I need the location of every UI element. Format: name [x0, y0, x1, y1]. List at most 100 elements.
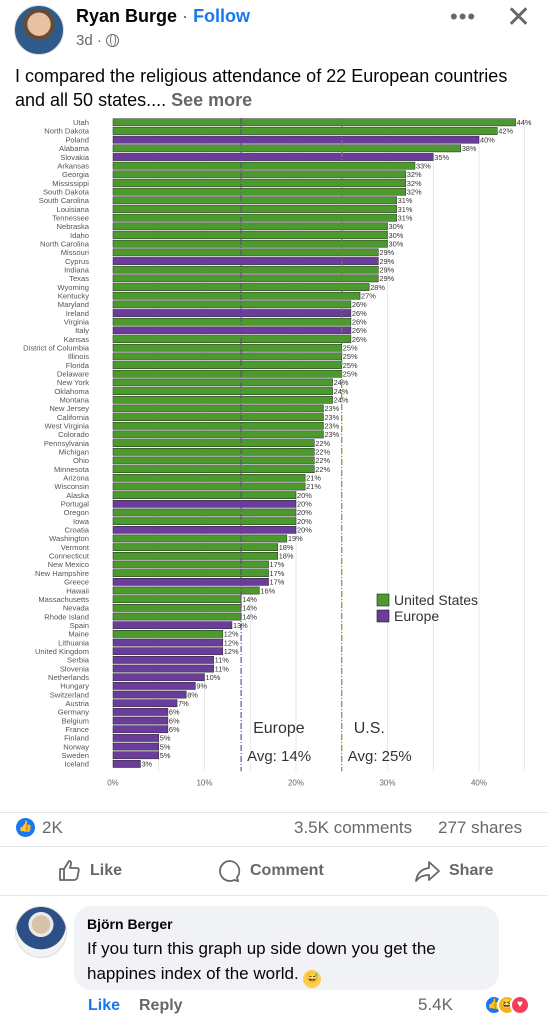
bar — [112, 577, 269, 586]
value-label: 7% — [178, 699, 189, 708]
category-label: Rhode Island — [44, 612, 89, 621]
bar — [112, 439, 315, 447]
bar — [112, 604, 242, 612]
post-time[interactable]: 3d · — [76, 32, 102, 49]
value-label: 11% — [215, 656, 230, 665]
value-label: 20% — [297, 526, 312, 535]
commenter-avatar[interactable] — [15, 906, 67, 958]
category-label: Virginia — [64, 317, 90, 326]
chart-image[interactable]: Utah 44% North Dakota 42% Poland 40% Alabama 38… — [0, 116, 547, 806]
bar — [112, 291, 361, 300]
category-label: Michigan — [59, 448, 89, 457]
category-label: Italy — [75, 326, 89, 335]
value-label: 31% — [398, 196, 413, 205]
category-label: Massachusetts — [38, 595, 89, 604]
category-label: Serbia — [67, 656, 90, 665]
value-label: 30% — [389, 222, 404, 231]
category-label: Minnesota — [54, 465, 90, 474]
bar — [112, 343, 342, 352]
legend-label: Europe — [394, 608, 439, 624]
author-avatar[interactable] — [14, 5, 64, 55]
comment-label: Comment — [250, 862, 324, 879]
category-label: Colorado — [58, 430, 89, 439]
value-label: 35% — [434, 153, 449, 162]
value-label: 29% — [379, 248, 394, 257]
comments-count[interactable]: 3.5K comments — [294, 818, 413, 837]
bar — [112, 274, 379, 283]
commenter-name[interactable]: Björn Berger — [87, 916, 173, 932]
value-label: 12% — [224, 630, 239, 639]
value-label: 26% — [352, 326, 367, 335]
bar — [112, 708, 169, 716]
value-label: 25% — [343, 343, 358, 352]
more-horizontal-icon[interactable]: ••• — [450, 4, 477, 29]
see-more-link[interactable]: See more — [171, 90, 253, 110]
category-label: Oklahoma — [54, 387, 89, 396]
category-label: Alabama — [59, 144, 90, 153]
comment-button[interactable]: Comment — [218, 859, 324, 883]
share-button[interactable]: Share — [415, 859, 493, 883]
category-label: West Virginia — [45, 422, 90, 431]
bar — [112, 118, 516, 127]
category-label: New Mexico — [48, 560, 89, 569]
category-label: Austria — [65, 699, 89, 708]
bar — [112, 361, 342, 369]
separator: · — [182, 6, 189, 26]
value-label: 16% — [260, 586, 275, 595]
comment-like-button[interactable]: Like — [88, 997, 121, 1014]
love-reaction-icon: ♥ — [510, 995, 530, 1015]
category-label: Iceland — [65, 760, 90, 769]
bar — [112, 751, 159, 760]
bar — [112, 482, 306, 491]
shares-count[interactable]: 277 shares — [438, 818, 523, 837]
category-label: Sweden — [62, 751, 89, 760]
value-label: 29% — [379, 265, 394, 274]
value-label: 5% — [160, 742, 171, 751]
bar — [112, 508, 297, 517]
close-icon[interactable]: ✕ — [506, 1, 532, 34]
bar — [112, 647, 224, 656]
follow-button[interactable]: Follow — [193, 6, 251, 26]
value-label: 32% — [407, 179, 422, 188]
bar — [112, 352, 342, 361]
category-label: France — [65, 725, 89, 734]
category-label: Washington — [49, 534, 89, 543]
value-label: 26% — [352, 309, 367, 318]
bar — [112, 387, 333, 395]
like-button[interactable]: Like — [58, 859, 122, 883]
category-label: Nevada — [63, 604, 90, 613]
value-label: 28% — [370, 283, 385, 292]
bar — [112, 638, 224, 647]
bar — [112, 395, 333, 404]
value-label: 3% — [141, 760, 152, 769]
bar — [112, 231, 388, 239]
bar — [112, 630, 224, 638]
value-label: 32% — [407, 170, 422, 179]
reactions-count[interactable]: 2K — [42, 818, 63, 837]
post-body: I compared the religious attendance of 2… — [15, 66, 508, 110]
category-label: Idaho — [70, 231, 89, 240]
bar — [112, 569, 269, 578]
category-label: Slovenia — [60, 664, 90, 673]
like-icon[interactable]: 👍 — [16, 818, 35, 837]
bar — [112, 465, 315, 473]
value-label: 17% — [270, 569, 285, 578]
author-name[interactable]: Ryan Burge — [76, 6, 178, 26]
bar — [112, 196, 397, 205]
comment-reaction-count[interactable]: 5.4K — [418, 995, 453, 1014]
category-label: Switzerland — [50, 690, 89, 699]
value-label: 19% — [288, 534, 303, 543]
value-label: 6% — [169, 725, 180, 734]
value-label: 30% — [389, 231, 404, 240]
post-text: I compared the religious attendance of 2… — [15, 64, 535, 112]
value-label: 29% — [379, 257, 394, 266]
bar — [112, 734, 159, 742]
value-label: 20% — [297, 517, 312, 526]
value-label: 6% — [169, 708, 180, 717]
stats-row — [0, 812, 547, 846]
comment-reply-button[interactable]: Reply — [139, 997, 183, 1014]
bar — [112, 560, 269, 569]
value-label: 25% — [343, 352, 358, 361]
category-label: Alaska — [66, 491, 90, 500]
category-label: Slovakia — [60, 153, 89, 162]
